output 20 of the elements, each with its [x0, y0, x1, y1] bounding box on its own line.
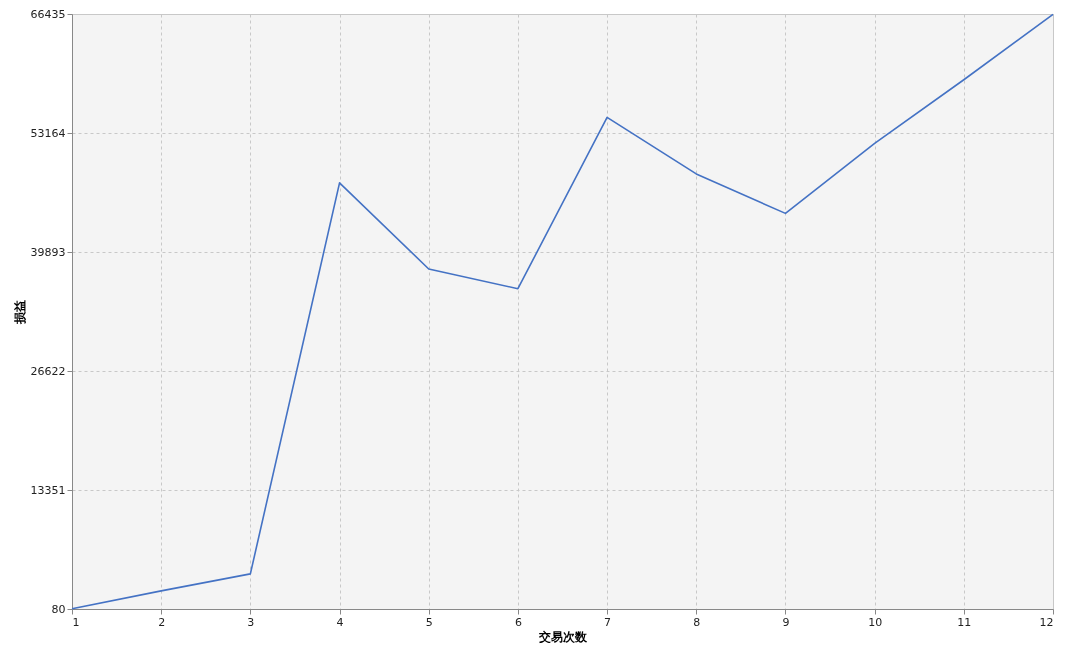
x-tick-label: 2 [158, 615, 166, 629]
x-tick-label: 6 [514, 615, 522, 629]
y-tick-label: 39893 [30, 245, 66, 259]
y-axis-title: 损益 [12, 300, 27, 325]
y-tick-label: 66435 [30, 7, 66, 21]
y-tick-label: 26622 [30, 364, 66, 378]
y-tick-label: 53164 [30, 126, 66, 140]
y-tick-label: 80 [51, 602, 66, 616]
x-tick-label: 11 [957, 615, 972, 629]
x-tick-label: 1 [72, 615, 80, 629]
x-tick-label: 7 [604, 615, 612, 629]
x-tick-label: 8 [693, 615, 701, 629]
y-tick-label: 13351 [30, 483, 66, 497]
x-tick-label: 3 [247, 615, 255, 629]
x-tick-label: 5 [425, 615, 433, 629]
x-tick-label: 10 [868, 615, 883, 629]
x-axis-title: 交易次数 [538, 629, 588, 644]
x-tick-label: 12 [1039, 615, 1054, 629]
x-tick-label: 4 [336, 615, 344, 629]
x-tick-label: 9 [782, 615, 790, 629]
